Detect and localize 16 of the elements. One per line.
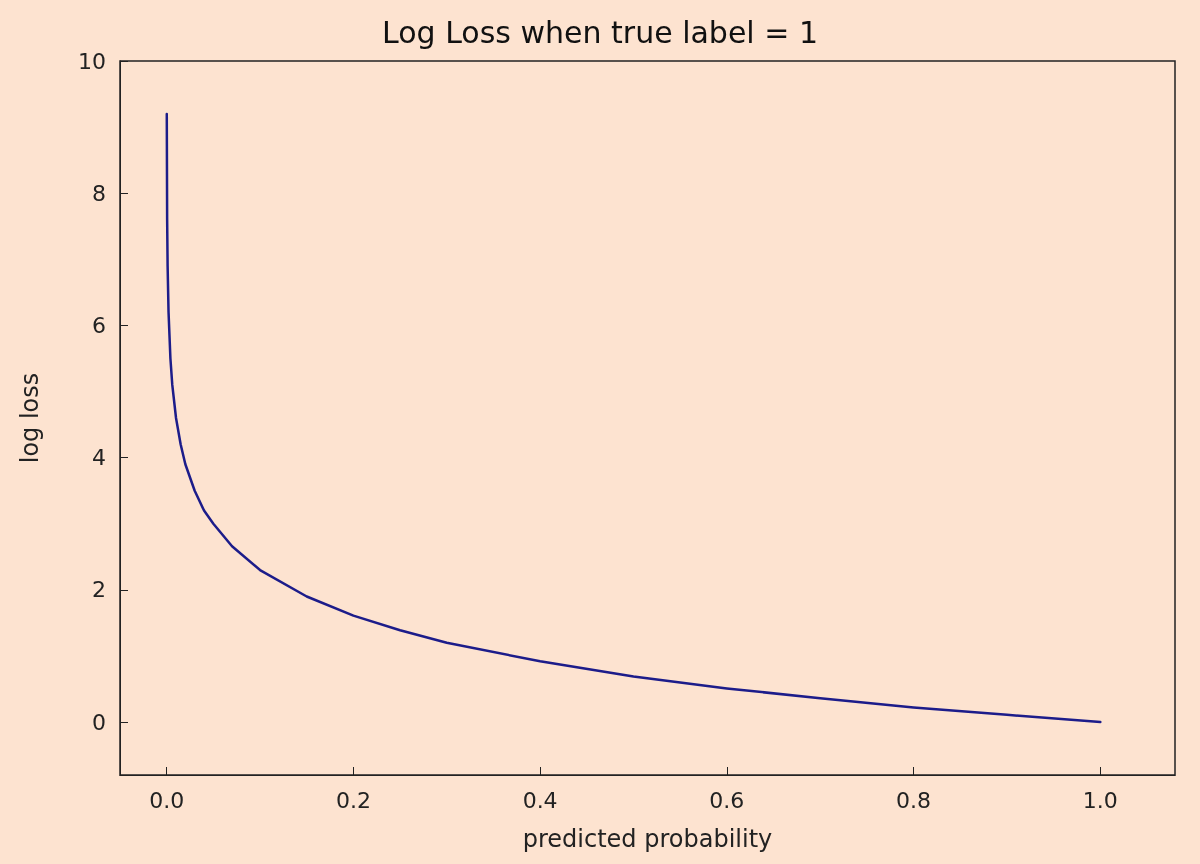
x-tick-label: 0.4 [522,787,558,813]
x-axis-title: predicted probability [522,825,773,853]
y-tick-label: 6 [92,312,106,338]
line-series [165,112,1102,724]
y-tick-label: 0 [92,709,106,735]
y-tick-label: 10 [78,48,106,74]
y-tick-label: 2 [92,577,106,603]
y-tick-label: 8 [92,180,106,206]
x-tick-label: 1.0 [1082,787,1118,813]
y-axis-title: log loss [16,372,44,464]
y-tick-label: 4 [92,445,106,471]
x-tick-label: 0.8 [896,787,932,813]
x-tick-label: 0.0 [149,787,185,813]
chart-title: Log Loss when true label = 1 [382,14,818,50]
x-tick-label: 0.2 [335,787,371,813]
x-tick-label: 0.6 [709,787,745,813]
